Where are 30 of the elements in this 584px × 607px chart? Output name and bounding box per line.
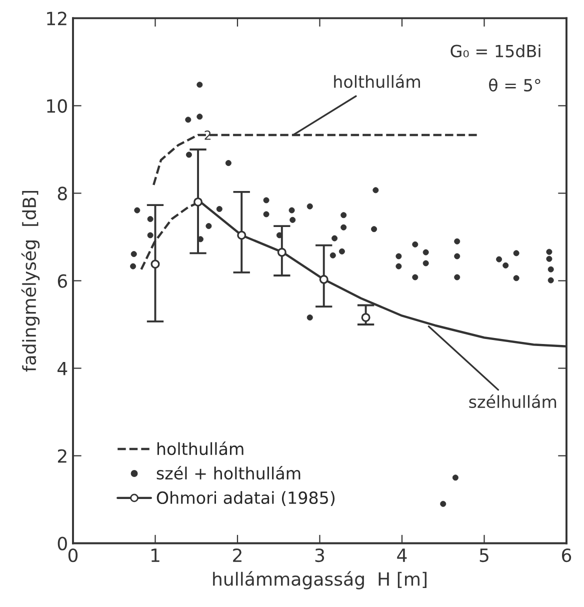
y-tick-label: 12	[47, 12, 66, 26]
legend-label: holthullám	[157, 442, 244, 456]
point	[277, 248, 286, 257]
annotation: szélhullám	[469, 394, 556, 408]
point	[150, 260, 160, 269]
annotation: G₀ = 15dBi	[450, 44, 540, 58]
x-tick-label: 5	[480, 548, 488, 562]
annotation: θ = 5°	[489, 78, 540, 92]
x-axis-title: hullámmagasság H [m]	[213, 571, 426, 590]
annotation: 2	[204, 130, 211, 140]
annotation: holthullám	[334, 74, 420, 88]
x-tick-label: 3	[315, 548, 324, 562]
x-tick-label: 0	[68, 548, 78, 562]
point	[194, 197, 203, 206]
x-tick-label: 4	[397, 548, 407, 562]
y-tick-label: 4	[58, 362, 68, 376]
y-tick-label: 2	[58, 449, 66, 463]
x-tick-label: 1	[151, 548, 160, 562]
x-tick-label: 2	[233, 548, 242, 562]
y-tick-label: 6	[58, 274, 67, 288]
point	[237, 230, 246, 240]
point	[361, 312, 370, 322]
point	[319, 274, 328, 284]
legend-label: szél + holthullám	[156, 466, 300, 480]
y-axis-title: fadingmélység [dB]	[21, 190, 40, 372]
legend-label: Ohmori adatai (1985)	[156, 491, 335, 506]
x-tick-label: 6	[562, 548, 572, 562]
y-tick-label: 8	[58, 186, 67, 200]
y-tick-label: 10	[47, 99, 67, 113]
y-tick-label: 0	[58, 536, 67, 550]
